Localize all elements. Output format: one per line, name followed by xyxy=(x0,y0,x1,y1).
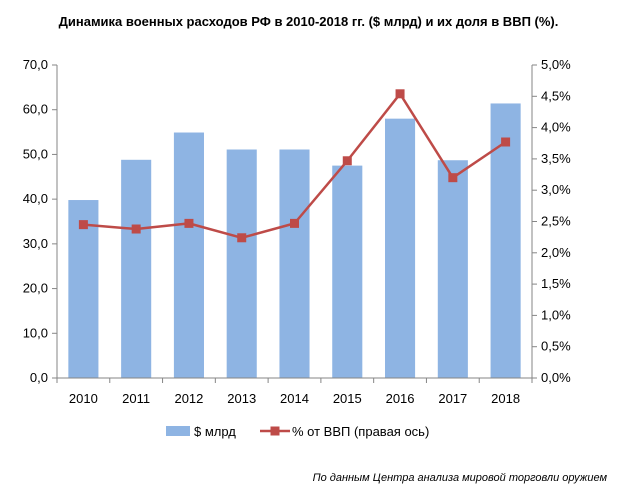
y-left-tick-label: 60,0 xyxy=(23,102,48,117)
axes-layer: 0,0 10,0 20,0 30,0 40,0 50,0 60,0 70,0 0,0% 0,5% 1… xyxy=(23,57,571,406)
x-tick-label-2018: 2018 xyxy=(491,391,520,406)
bar-2010 xyxy=(68,200,99,378)
gdp-share-point-2013 xyxy=(237,233,247,243)
bar-2014 xyxy=(279,149,310,378)
gdp-share-point-2010 xyxy=(78,220,88,230)
bar-2012 xyxy=(173,132,204,378)
y-left-tick-label: 20,0 xyxy=(23,281,48,296)
gdp-share-point-2011 xyxy=(131,224,141,234)
bar-2013 xyxy=(226,149,257,378)
x-tick-label-2012: 2012 xyxy=(174,391,203,406)
chart-title: Динамика военных расходов РФ в 2010-2018… xyxy=(58,14,559,29)
legend-swatch-bar xyxy=(166,426,190,436)
y-right-tick-label: 2,0% xyxy=(541,245,571,260)
source-note: По данным Центра анализа мировой торговл… xyxy=(312,472,607,484)
y-right-tick-label: 0,5% xyxy=(541,339,571,354)
y-right-tick-label: 1,0% xyxy=(541,307,571,322)
legend-label-bar: $ млрд xyxy=(194,424,236,439)
y-right-tick-label: 3,0% xyxy=(541,182,571,197)
y-left-tick-label: 70,0 xyxy=(23,57,48,72)
gdp-share-point-2014 xyxy=(290,218,299,228)
gdp-share-point-2018 xyxy=(501,137,511,147)
y-left-tick-label: 0,0 xyxy=(30,370,48,385)
legend-label-line: % от ВВП (правая ось) xyxy=(292,424,429,439)
y-right-tick-label: 0,0% xyxy=(541,370,571,385)
y-right-tick-label: 4,0% xyxy=(541,120,571,135)
y-left-tick-label: 40,0 xyxy=(23,191,48,206)
y-right-tick-label: 3,5% xyxy=(541,151,571,166)
x-tick-label-2010: 2010 xyxy=(69,391,98,406)
bar-2015 xyxy=(332,165,363,378)
gdp-share-point-2017 xyxy=(448,173,458,183)
x-tick-label-2015: 2015 xyxy=(333,391,362,406)
y-right-tick-label: 2,5% xyxy=(541,214,571,229)
gdp-share-point-2016 xyxy=(395,89,405,99)
bars-layer xyxy=(68,103,521,379)
bar-2011 xyxy=(121,159,152,378)
x-tick-label-2011: 2011 xyxy=(122,391,150,406)
y-right-tick-label: 5,0% xyxy=(541,57,571,72)
bar-2017 xyxy=(437,160,468,378)
y-right-tick-label: 4,5% xyxy=(541,88,571,103)
legend: $ млрд % от ВВП (правая ось) xyxy=(166,424,429,439)
x-tick-label-2014: 2014 xyxy=(280,391,309,406)
y-left-tick-label: 50,0 xyxy=(23,146,48,161)
x-tick-label-2013: 2013 xyxy=(227,391,256,406)
x-tick-label-2016: 2016 xyxy=(386,391,415,406)
line-layer xyxy=(78,89,511,243)
bar-2016 xyxy=(385,118,416,379)
legend-swatch-marker xyxy=(270,426,280,436)
y-right-tick-label: 1,5% xyxy=(541,276,571,291)
y-left-tick-label: 30,0 xyxy=(23,236,48,251)
gdp-share-point-2012 xyxy=(184,218,194,228)
y-left-tick-label: 10,0 xyxy=(23,325,48,340)
gdp-share-point-2015 xyxy=(342,156,352,166)
x-tick-label-2017: 2017 xyxy=(438,391,467,406)
